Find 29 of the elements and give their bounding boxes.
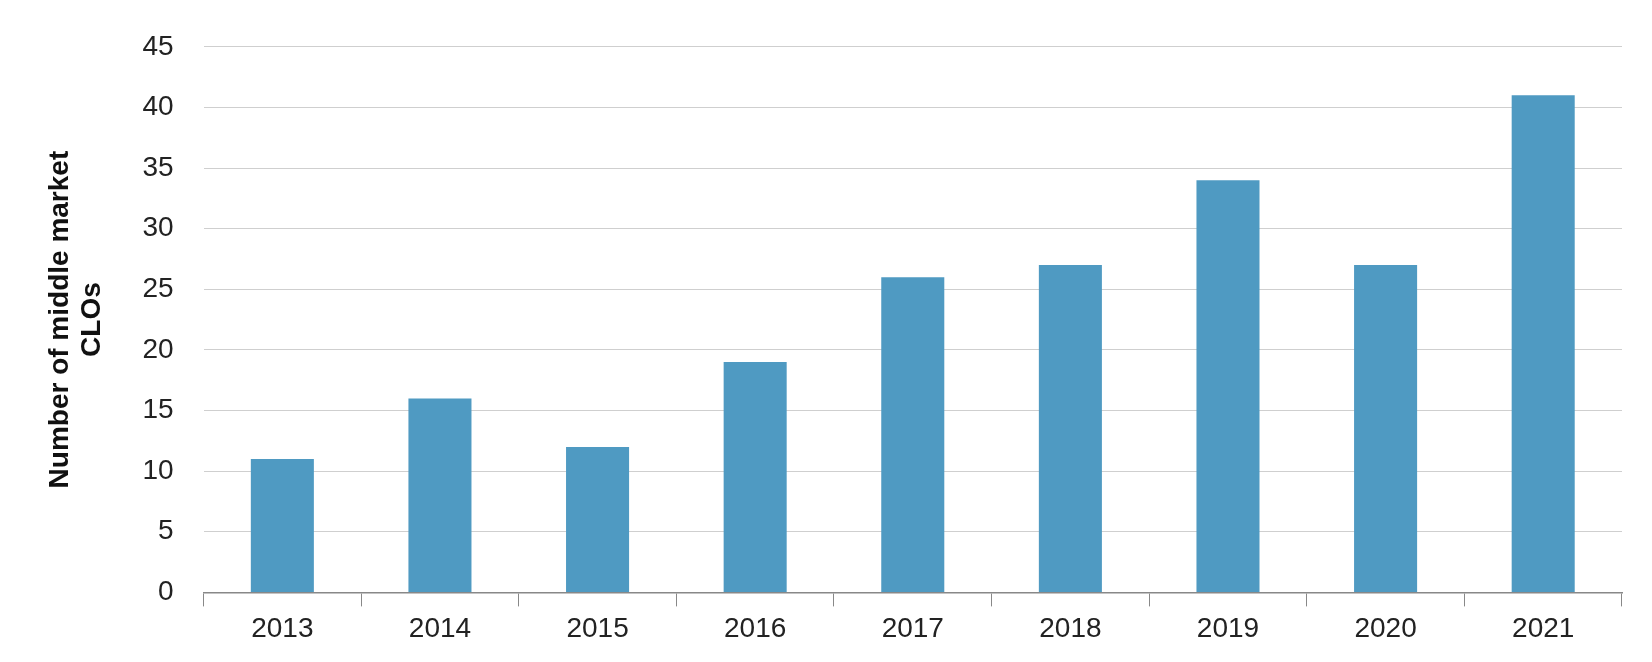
- x-tick-label: 2013: [251, 611, 314, 643]
- y-tick-label: 15: [142, 393, 174, 425]
- x-tick-label: 2020: [1354, 611, 1417, 643]
- bar: [1511, 95, 1575, 592]
- x-tick-label: 2014: [408, 611, 472, 643]
- y-tick-label: 5: [157, 514, 174, 546]
- y-tick-label: 25: [142, 272, 174, 304]
- x-tick-label: 2021: [1512, 611, 1575, 643]
- bar: [723, 362, 787, 592]
- y-tick-label: 45: [142, 29, 174, 61]
- x-tick-label: 2015: [566, 611, 629, 643]
- y-tick-label: 35: [142, 150, 174, 182]
- y-tick-label: 30: [142, 211, 174, 243]
- y-axis-title: Number of middle market CLOs: [42, 150, 107, 489]
- x-tick-label: 2019: [1196, 611, 1260, 643]
- bar: [881, 277, 945, 592]
- y-tick-label: 40: [142, 90, 174, 122]
- y-tick-label: 10: [142, 453, 174, 485]
- y-tick-label: 20: [142, 332, 174, 364]
- bar: [1196, 180, 1260, 592]
- x-tick-label: 2018: [1039, 611, 1102, 643]
- y-tick-label: 0: [157, 575, 174, 607]
- bar: [250, 459, 314, 592]
- bar: [566, 446, 630, 592]
- bar: [1038, 265, 1102, 592]
- bar: [408, 398, 472, 592]
- bar: [1354, 265, 1418, 592]
- x-tick-label: 2017: [881, 611, 944, 643]
- x-tick-label: 2016: [724, 611, 787, 643]
